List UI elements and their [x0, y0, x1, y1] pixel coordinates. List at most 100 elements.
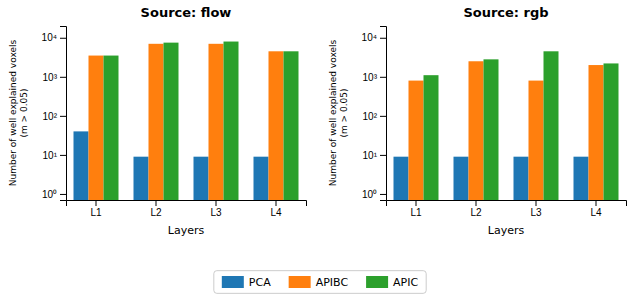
panel: 10⁰ 10¹ 10² 10³ 10⁴ L1 L2 L3 L4 Source: flow Layer…: [8, 5, 307, 237]
bar: [284, 51, 299, 200]
y-tick: 10⁰: [42, 189, 66, 200]
y-tick-label: 10⁰: [362, 189, 377, 200]
title: Source: flow: [141, 5, 232, 20]
y-tick: 10¹: [43, 150, 66, 161]
bar: [74, 131, 89, 200]
bar: [254, 157, 269, 200]
x-tick-mark: [416, 200, 417, 206]
x-tick-label: L2: [150, 207, 162, 218]
bar: [149, 44, 164, 200]
bar: [104, 56, 119, 200]
x-axis-title: Layers: [488, 224, 525, 237]
y-tick-label: 10¹: [363, 150, 378, 161]
legend-swatch: [222, 276, 244, 288]
y-tick-label: 10⁰: [42, 189, 57, 200]
y-tick-label: 10⁴: [362, 32, 377, 43]
x-tick: L3: [530, 200, 542, 218]
legend-items: PCA APIBC APIC: [222, 276, 419, 289]
y-tick-label: 10³: [43, 72, 58, 83]
y-tick: 10⁴: [42, 32, 66, 43]
y-tick: 10²: [363, 111, 386, 122]
panel: 10⁰ 10¹ 10² 10³ 10⁴ L1 L2 L3 L4 Source: rgb Layers…: [328, 5, 627, 237]
x-tick-label: L1: [410, 207, 422, 218]
bar: [529, 81, 544, 200]
y-axis-line: [60, 27, 67, 201]
legend-item: APIBC: [289, 276, 349, 289]
legend-item: APIC: [366, 276, 418, 289]
y-tick-mark: [60, 155, 66, 156]
x-tick-label: L3: [530, 207, 542, 218]
bar: [409, 81, 424, 200]
bar: [194, 157, 209, 200]
legend: PCA APIBC APIC: [214, 271, 426, 294]
legend-label: PCA: [249, 276, 271, 289]
x-axis-title: Layers: [168, 224, 205, 237]
bar: [89, 56, 104, 200]
y-axis: 10⁰ 10¹ 10² 10³ 10⁴: [42, 27, 67, 201]
title: Source: rgb: [463, 5, 548, 20]
bars: [394, 51, 619, 200]
y-tick-label: 10²: [363, 111, 378, 122]
y-tick-label: 10²: [43, 111, 58, 122]
x-tick: L3: [210, 200, 222, 218]
bar-series: [89, 44, 284, 200]
y-tick-mark: [60, 38, 66, 39]
bar: [454, 157, 469, 200]
x-tick-label: L1: [90, 207, 102, 218]
x-tick-label: L3: [210, 207, 222, 218]
y-tick: 10²: [43, 111, 66, 122]
bar-series: [424, 51, 619, 200]
y-tick-mark: [60, 194, 66, 195]
x-axis: L1 L2 L3 L4: [387, 200, 627, 218]
y-axis-line: [380, 27, 387, 201]
bar: [484, 59, 499, 200]
x-tick: L1: [410, 200, 422, 218]
bar: [514, 157, 529, 200]
x-tick: L1: [90, 200, 102, 218]
legend-item: PCA: [222, 276, 271, 289]
x-axis-line: [387, 201, 627, 207]
y-axis-title: Number of well explained voxels(m > 0.05…: [328, 39, 349, 186]
bars: [74, 42, 299, 200]
bar: [574, 157, 589, 200]
y-axis: 10⁰ 10¹ 10² 10³ 10⁴: [362, 27, 387, 201]
bar: [589, 65, 604, 200]
y-tick-mark: [380, 155, 386, 156]
x-tick: L2: [470, 200, 482, 218]
bar: [424, 75, 439, 200]
x-tick-mark: [216, 200, 217, 206]
figure: 10⁰ 10¹ 10² 10³ 10⁴ L1 L2 L3 L4 Source: flow Layer…: [0, 0, 640, 308]
legend-frame: [214, 271, 426, 294]
bar: [224, 42, 239, 200]
legend-label: APIC: [393, 276, 418, 289]
x-tick-mark: [596, 200, 597, 206]
legend-label: APIBC: [316, 276, 349, 289]
bar: [604, 63, 619, 200]
y-tick: 10¹: [363, 150, 386, 161]
x-tick: L4: [270, 200, 282, 218]
y-tick-mark: [380, 194, 386, 195]
y-tick-mark: [60, 116, 66, 117]
x-tick-mark: [96, 200, 97, 206]
y-tick-mark: [380, 77, 386, 78]
bar-series: [104, 42, 299, 200]
y-axis-title: Number of well explained voxels(m > 0.05…: [8, 39, 29, 186]
x-tick-label: L4: [590, 207, 602, 218]
bar: [134, 157, 149, 200]
y-tick: 10³: [363, 72, 386, 83]
x-axis-line: [67, 201, 307, 207]
x-tick: L4: [590, 200, 602, 218]
x-tick-mark: [156, 200, 157, 206]
y-tick-label: 10¹: [43, 150, 58, 161]
bar: [469, 61, 484, 200]
bar: [544, 51, 559, 200]
bar-series: [409, 61, 604, 200]
x-tick: L2: [150, 200, 162, 218]
bar: [394, 157, 409, 200]
x-tick-label: L4: [270, 207, 282, 218]
y-tick: 10³: [43, 72, 66, 83]
bar: [269, 51, 284, 200]
y-tick-label: 10³: [363, 72, 378, 83]
bar: [209, 44, 224, 200]
x-tick-mark: [536, 200, 537, 206]
